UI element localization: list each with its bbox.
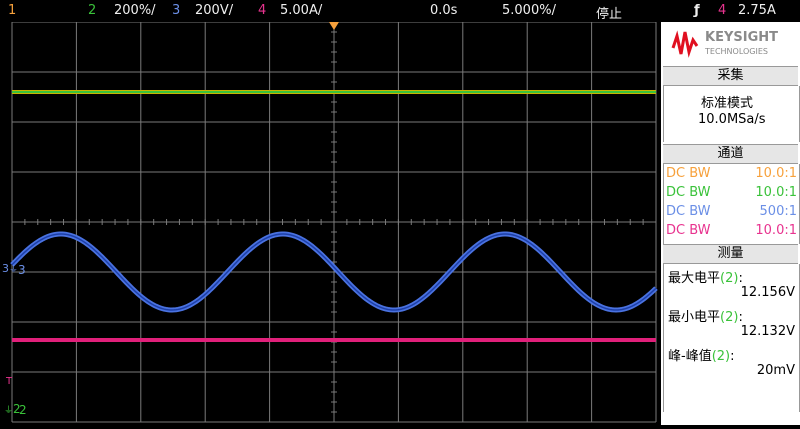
- scope-grid: [10, 21, 658, 423]
- keysight-wave-icon: [671, 30, 699, 58]
- ch2-marker-label: 2: [19, 403, 27, 417]
- measure-value: 12.132V: [740, 324, 795, 339]
- trigger-channel: 4: [718, 3, 727, 18]
- channel-coupling: DC BW: [666, 204, 711, 219]
- ch3-ground-marker[interactable]: 3⏚: [2, 262, 19, 275]
- ch4-label[interactable]: 4: [258, 3, 267, 18]
- channel-probe: 500:1: [759, 204, 797, 219]
- measure-value: 12.156V: [740, 285, 795, 300]
- ch3-marker-label: 3: [18, 263, 26, 277]
- measure-label: 最大电平(2):: [668, 271, 743, 286]
- time-position: 0.0s: [430, 3, 458, 18]
- channel-probe: 10.0:1: [755, 223, 797, 238]
- measure-value: 20mV: [756, 363, 795, 378]
- trigger-level: 2.75A: [738, 3, 776, 18]
- channel-probe: 10.0:1: [755, 166, 797, 181]
- trigger-marker[interactable]: T: [6, 376, 13, 387]
- measure-label: 峰-峰值(2):: [668, 349, 735, 364]
- measure-body: 最大电平(2): 12.156V 最小电平(2): 12.132V 峰-峰值(2…: [663, 264, 800, 412]
- acquire-body: 标准模式 10.0MSa/s: [663, 86, 800, 142]
- acquire-rate: 10.0MSa/s: [698, 112, 766, 127]
- measure-label: 最小电平(2):: [668, 310, 743, 325]
- time-scale: 5.000%/: [502, 3, 556, 18]
- channel-coupling: DC BW: [666, 166, 711, 181]
- channel-probe: 10.0:1: [755, 185, 797, 200]
- acquire-mode: 标准模式: [701, 96, 754, 111]
- status-bar: 1 2 200%/ 3 200V/ 4 5.00A/ 0.0s 5.000%/ …: [0, 0, 800, 22]
- ch4-scale: 5.00A/: [280, 3, 323, 18]
- channel-coupling: DC BW: [666, 223, 711, 238]
- ch2-label[interactable]: 2: [88, 3, 97, 18]
- ch3-scale: 200V/: [195, 3, 234, 18]
- ch3-trace: [11, 233, 657, 311]
- measure-header[interactable]: 测量: [663, 244, 798, 264]
- acquire-header[interactable]: 采集: [663, 66, 798, 86]
- logo-sub: TECHNOLOGIES: [705, 47, 768, 56]
- run-state[interactable]: 停止: [596, 7, 623, 22]
- ch2-scale: 200%/: [114, 3, 156, 18]
- channels-header[interactable]: 通道: [663, 144, 798, 164]
- logo-name: KEYSIGHT: [705, 30, 778, 45]
- channel-coupling: DC BW: [666, 185, 711, 200]
- keysight-logo: KEYSIGHT TECHNOLOGIES: [661, 22, 800, 66]
- trigger-position-icon: [329, 22, 339, 30]
- side-panel: KEYSIGHT TECHNOLOGIES 采集 标准模式 10.0MSa/s …: [661, 22, 800, 425]
- ch1-label[interactable]: 1: [8, 3, 17, 18]
- channels-body: DC BW 10.0:1 DC BW 10.0:1 DC BW 500:1 DC…: [663, 164, 800, 244]
- ch3-label[interactable]: 3: [172, 3, 181, 18]
- waveform-display[interactable]: [0, 21, 660, 425]
- ch2-ground-marker[interactable]: ⏚2: [4, 402, 21, 416]
- trigger-icon: ƒ: [694, 3, 700, 18]
